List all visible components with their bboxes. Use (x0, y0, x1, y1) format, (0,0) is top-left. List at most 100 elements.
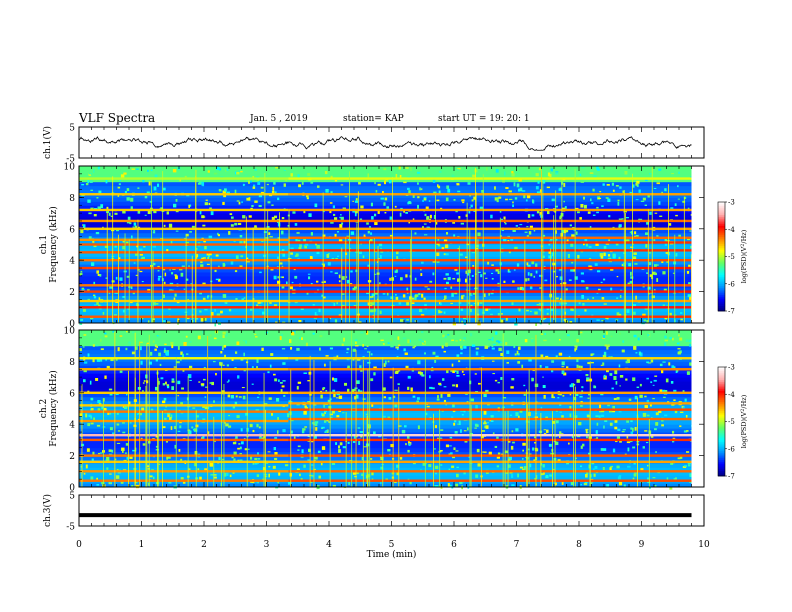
spectrogram-cell (487, 261, 490, 265)
spectrogram-cell (603, 351, 607, 356)
spectrogram-background-row (79, 396, 692, 402)
spectrogram-cell (522, 442, 526, 446)
spectrogram-cell (320, 394, 323, 399)
spectrogram-cell (626, 309, 630, 313)
spectrogram-cell (92, 451, 95, 455)
spectrogram-cell (277, 417, 279, 421)
spectrogram-cell (677, 198, 680, 200)
spectrogram-cell (318, 308, 321, 313)
spectrogram-cell (205, 168, 207, 170)
spectrogram-cell (495, 331, 498, 335)
spectrogram-cell (377, 183, 381, 186)
spectrogram-cell (132, 449, 135, 452)
spectrogram-cell (145, 374, 148, 379)
spectrogram-cell (273, 373, 276, 376)
spectrogram-cell (350, 270, 353, 273)
spectrogram-cell (539, 340, 541, 343)
spectrogram-cell (634, 472, 637, 474)
spectrogram-cell (529, 286, 533, 290)
spectrogram-cell (106, 206, 109, 210)
spectrogram-cell (467, 182, 471, 185)
spectrogram-cell (245, 340, 247, 344)
spectrogram-cell (367, 474, 371, 477)
spectrogram-cell (380, 466, 384, 470)
spectrogram-cell (234, 171, 237, 175)
spectrogram-cell (347, 388, 350, 392)
spectrogram-cell (109, 392, 113, 396)
spectrogram-cell (647, 286, 651, 290)
spectrogram-cell (80, 319, 84, 321)
spectrogram-cell (617, 201, 620, 206)
panel-frame (78, 494, 705, 527)
spectrogram-cell (644, 204, 647, 206)
spectrogram-cell (664, 339, 669, 342)
spectrogram-cell (616, 166, 620, 170)
spectrogram-cell (613, 376, 617, 380)
spectrogram-cell (510, 238, 514, 241)
spectrogram-cell (226, 364, 229, 367)
spectrogram-cell (621, 218, 624, 220)
spectrogram-cell (517, 361, 521, 364)
spectrogram-cell (508, 440, 511, 443)
spectrogram-cell (451, 416, 454, 419)
spectrogram-cell (168, 308, 171, 310)
spectrogram-cell (538, 307, 541, 310)
colorbar-cell (718, 454, 725, 457)
spectrogram-cell (81, 184, 85, 186)
spectrogram-band (79, 404, 289, 407)
spectrogram-cell (480, 274, 483, 278)
colorbar-cell (718, 236, 725, 239)
spectrogram-cell (293, 268, 296, 271)
spectrogram-band (288, 315, 692, 318)
spectrogram-cell (281, 385, 285, 388)
spectrogram-cell (442, 378, 445, 381)
spectrogram-cell (336, 302, 338, 305)
spectrogram-cell (216, 313, 221, 317)
spectrogram-cell (153, 476, 155, 480)
spectrogram-cell (632, 446, 636, 449)
spectrogram-cell (434, 485, 438, 488)
spectrogram-cell (467, 427, 469, 431)
spectrogram-cell (405, 365, 409, 370)
spectrogram-cell (483, 422, 487, 425)
spectrogram-cell (358, 251, 362, 254)
spectrogram-background-row (79, 357, 692, 362)
spectrogram-cell (664, 316, 668, 320)
chart-title: VLF Spectra (79, 111, 156, 125)
spectrogram-cell (670, 381, 674, 384)
spectrogram-band (288, 368, 692, 371)
spectrogram-cell (639, 394, 643, 398)
spectrogram-cell (446, 232, 449, 235)
spectrogram-cell (292, 211, 296, 214)
colorbar-cell (718, 216, 725, 219)
spectrogram-cell (598, 415, 601, 418)
sferic-streak (651, 167, 653, 323)
colorbar-cell (718, 377, 725, 381)
spectrogram-cell (638, 189, 641, 193)
spectrogram-cell (210, 211, 214, 216)
spectrogram-cell (677, 185, 679, 188)
spectrogram-cell (443, 386, 447, 388)
spectrogram-cell (155, 386, 158, 391)
spectrogram-cell (93, 214, 97, 217)
spectrogram-cell (239, 459, 243, 462)
spectrogram-cell (87, 180, 90, 184)
spectrogram-cell (108, 388, 113, 391)
spectrogram-cell (471, 199, 474, 202)
spectrogram-cell (450, 452, 453, 456)
spectrogram-cell (162, 268, 166, 271)
spectrogram-cell (93, 304, 97, 306)
spectrogram-cell (408, 443, 411, 447)
colorbar-cell (718, 428, 725, 431)
spectrogram-cell (589, 172, 594, 174)
spectrogram-cell (272, 465, 276, 469)
spectrogram-cell (122, 449, 124, 453)
spectrogram-cell (222, 201, 225, 205)
y-tick-label: 10 (64, 327, 76, 337)
spectrogram-cell (629, 231, 632, 233)
spectrogram-cell (85, 413, 88, 418)
spectrogram-cell (209, 462, 214, 467)
spectrogram-cell (301, 337, 303, 341)
spectrogram-cell (173, 366, 177, 368)
spectrogram-cell (457, 168, 461, 170)
